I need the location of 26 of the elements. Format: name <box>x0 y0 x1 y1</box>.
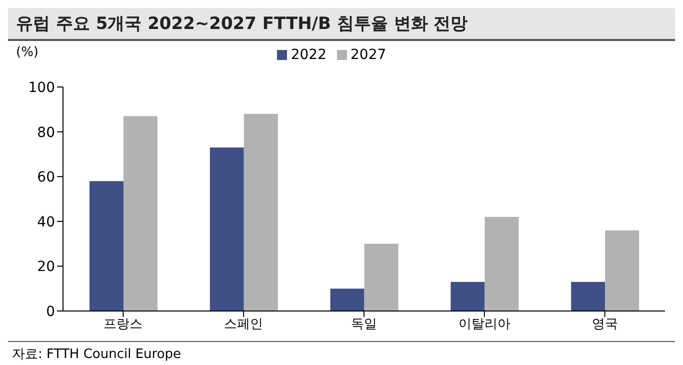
x-tick-label: 스페인 <box>224 317 264 332</box>
y-tick-label: 40 <box>37 214 55 230</box>
bar <box>450 282 485 311</box>
y-axis-title: (%) <box>16 45 38 60</box>
legend-label: 2022 <box>290 47 326 63</box>
legend-label: 2027 <box>350 47 386 63</box>
y-tick-label: 0 <box>46 304 55 320</box>
bar <box>605 230 640 311</box>
x-tick-label: 영국 <box>592 317 618 332</box>
bar <box>89 181 124 311</box>
y-tick-label: 20 <box>37 259 55 276</box>
bar <box>484 216 519 311</box>
bar <box>364 244 398 311</box>
bar <box>571 282 606 311</box>
y-tick-label: 60 <box>37 170 55 186</box>
y-tick-label: 80 <box>37 124 55 141</box>
y-tick-label: 100 <box>28 80 55 96</box>
bar <box>244 114 278 311</box>
x-tick-label: 이탈리아 <box>458 317 510 332</box>
bar <box>123 116 158 311</box>
text: 자료: FTTH Council Europe <box>8 341 675 365</box>
chart-title: 유럽 주요 5개국 2022~2027 FTTH/B 침투율 변화 전망 <box>8 8 675 41</box>
bar <box>210 147 244 311</box>
x-tick-label: 프랑스 <box>104 317 143 332</box>
bar <box>330 288 364 311</box>
x-tick-label: 독일 <box>351 317 377 332</box>
